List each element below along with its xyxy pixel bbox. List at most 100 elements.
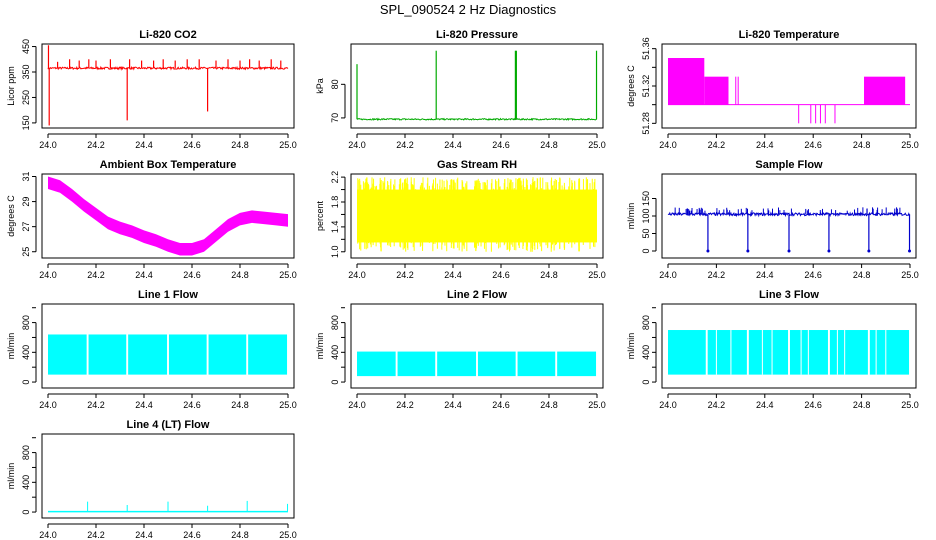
panel-line3: Line 3 Flow 24.0 24.2 24.4 24.6 24.8 25.0 0 400 8… bbox=[626, 289, 919, 410]
y-tick-label: 800 bbox=[21, 445, 31, 460]
y-tick-label: 800 bbox=[330, 315, 340, 330]
x-tick-label: 24.6 bbox=[492, 270, 510, 280]
data-block bbox=[208, 334, 247, 375]
y-tick-label: 150 bbox=[21, 115, 31, 130]
y-axis: 51.28 51.32 51.36 51.30 51.34 bbox=[641, 37, 657, 135]
x-tick-label: 24.8 bbox=[540, 400, 558, 410]
x-tick-label: 24.2 bbox=[87, 530, 105, 540]
data-block bbox=[248, 334, 288, 375]
x-tick-label: 24.2 bbox=[396, 140, 414, 150]
data-block bbox=[48, 334, 87, 375]
plot-frame bbox=[661, 173, 917, 259]
y-axis: 1.0 1.4 1.8 2.2 1.2 1.6 2.0 bbox=[330, 171, 346, 258]
y-tick-label: 350 bbox=[21, 64, 31, 79]
x-tick-label: 24.6 bbox=[804, 140, 822, 150]
x-tick-label: 24.0 bbox=[39, 400, 57, 410]
x-tick-label: 24.2 bbox=[396, 270, 414, 280]
x-tick-label: 24.8 bbox=[231, 400, 249, 410]
plot-frame bbox=[350, 303, 604, 389]
y-tick-label: 29 bbox=[21, 197, 31, 207]
x-axis: 24.0 24.2 24.4 24.6 24.8 25.0 bbox=[659, 393, 919, 410]
data-block bbox=[88, 334, 127, 375]
y-axis: 0 400 800 200 600 1000 bbox=[21, 437, 37, 515]
panel-title: Sample Flow bbox=[755, 159, 823, 171]
series-line4 bbox=[48, 500, 289, 513]
panels: Li-820 CO2 24.0 24.2 24.4 24.6 24.8 25.0 150 250… bbox=[6, 29, 919, 540]
y-tick-label: 250 bbox=[21, 90, 31, 105]
x-tick-label: 24.2 bbox=[708, 400, 726, 410]
y-tick-label: 80 bbox=[330, 79, 340, 89]
plot-frame bbox=[41, 303, 295, 389]
x-tick-label: 24.2 bbox=[87, 270, 105, 280]
x-tick-label: 24.8 bbox=[853, 140, 871, 150]
panel-title: Li-820 CO2 bbox=[139, 29, 196, 41]
panel-title: Gas Stream RH bbox=[437, 159, 517, 171]
panel-title: Ambient Box Temperature bbox=[100, 159, 237, 171]
x-tick-label: 25.0 bbox=[279, 270, 297, 280]
data-block bbox=[477, 351, 516, 377]
data-block bbox=[668, 330, 706, 375]
y-tick-label-hidden: 2.0 bbox=[330, 183, 340, 196]
x-tick-label: 24.0 bbox=[348, 140, 366, 150]
x-tick-label: 24.4 bbox=[444, 400, 462, 410]
x-axis: 24.0 24.2 24.4 24.6 24.8 25.0 bbox=[348, 263, 606, 280]
y-tick-label-hidden: 600 bbox=[21, 460, 31, 475]
x-axis: 24.0 24.2 24.4 24.6 24.8 25.0 bbox=[39, 523, 297, 540]
y-axis-label: ml/min bbox=[626, 203, 636, 230]
x-tick-label: 24.0 bbox=[348, 400, 366, 410]
panel-rh: Gas Stream RH 24.0 24.2 24.4 24.6 24.8 25.0 1.0… bbox=[315, 159, 606, 280]
panel-title: Line 3 Flow bbox=[759, 289, 819, 301]
y-axis-label: percent bbox=[315, 200, 325, 231]
y-tick-label: 27 bbox=[21, 222, 31, 232]
y-tick-label-hidden: 1.6 bbox=[330, 208, 340, 221]
y-tick-label: 31 bbox=[21, 171, 31, 181]
data-block bbox=[668, 58, 705, 105]
y-tick-label-hidden: 51.30 bbox=[641, 93, 651, 116]
series-co2 bbox=[47, 45, 289, 126]
y-axis: 0 400 800 200 600 1000 bbox=[330, 307, 346, 385]
x-tick-label: 24.2 bbox=[396, 400, 414, 410]
panel-title: Li-820 Temperature bbox=[739, 29, 840, 41]
x-tick-label: 24.0 bbox=[659, 270, 677, 280]
x-tick-label: 24.0 bbox=[348, 270, 366, 280]
y-tick-label: 400 bbox=[21, 475, 31, 490]
panel-title: Line 2 Flow bbox=[447, 289, 507, 301]
data-block bbox=[748, 330, 789, 375]
y-tick-label: 0 bbox=[21, 510, 31, 515]
y-tick-label-hidden: 600 bbox=[21, 330, 31, 345]
x-tick-label: 24.6 bbox=[804, 400, 822, 410]
x-axis: 24.0 24.2 24.4 24.6 24.8 25.0 bbox=[39, 393, 297, 410]
x-tick-label: 24.2 bbox=[87, 400, 105, 410]
data-block bbox=[397, 351, 436, 377]
x-axis: 24.0 24.2 24.4 24.6 24.8 25.0 bbox=[39, 263, 297, 280]
x-tick-label: 25.0 bbox=[588, 140, 606, 150]
x-tick-label: 24.6 bbox=[492, 400, 510, 410]
x-tick-label: 24.6 bbox=[183, 400, 201, 410]
x-tick-label: 24.8 bbox=[853, 270, 871, 280]
panel-pressure: Li-820 Pressure 24.0 24.2 24.4 24.6 24.8 25.0 7… bbox=[315, 29, 606, 150]
y-axis: 0 400 800 200 600 1000 bbox=[21, 307, 37, 385]
data-block bbox=[557, 351, 597, 377]
figure-title: SPL_090524 2 Hz Diagnostics bbox=[380, 2, 557, 17]
x-tick-label: 24.4 bbox=[756, 400, 774, 410]
x-axis: 24.0 24.2 24.4 24.6 24.8 25.0 bbox=[348, 393, 606, 410]
data-block bbox=[707, 330, 747, 375]
data-point bbox=[746, 249, 750, 253]
y-tick-label: 1.8 bbox=[330, 196, 340, 209]
data-block bbox=[517, 351, 556, 377]
series-ambient bbox=[48, 176, 288, 256]
x-tick-label: 25.0 bbox=[279, 400, 297, 410]
x-tick-label: 24.8 bbox=[231, 270, 249, 280]
data-block bbox=[357, 351, 396, 377]
x-tick-label: 24.2 bbox=[708, 140, 726, 150]
x-tick-label: 24.6 bbox=[183, 530, 201, 540]
x-axis: 24.0 24.2 24.4 24.6 24.8 25.0 bbox=[348, 133, 606, 150]
y-tick-label-hidden: 200 bbox=[21, 360, 31, 375]
data-block bbox=[829, 330, 868, 375]
data-block bbox=[437, 351, 477, 377]
x-tick-label: 24.0 bbox=[39, 530, 57, 540]
y-tick-label-hidden: 200 bbox=[21, 490, 31, 505]
x-tick-label: 25.0 bbox=[901, 400, 919, 410]
plot-frame bbox=[41, 43, 295, 129]
